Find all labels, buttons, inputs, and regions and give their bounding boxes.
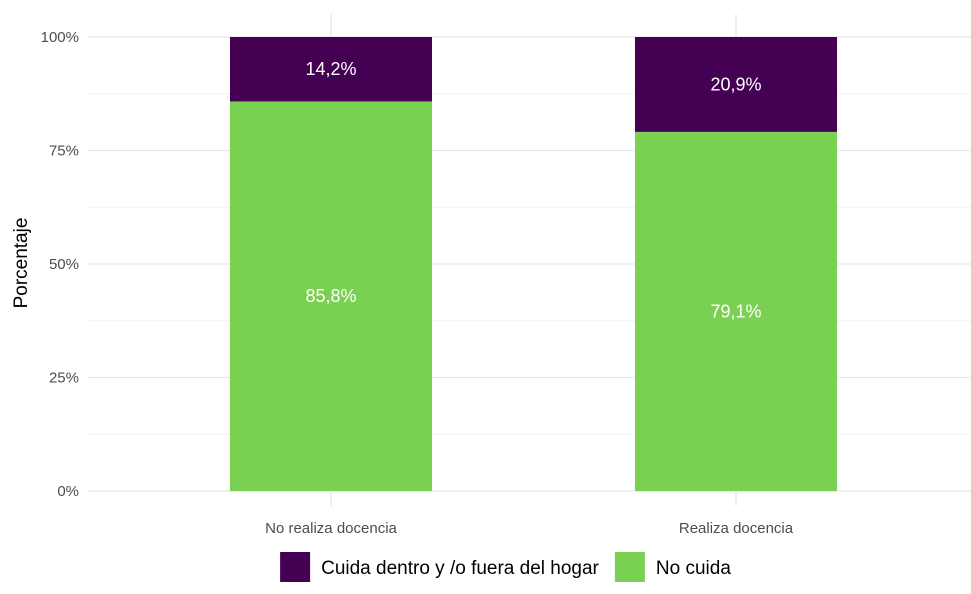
axes: 0% 25% 50% 75% 100% No realiza docencia Realiz… [41, 29, 794, 537]
y-tick-label: 75% [49, 143, 79, 160]
y-axis-title: Porcentaje [11, 218, 32, 309]
legend-swatch [280, 552, 311, 582]
legend-swatch [614, 552, 645, 582]
legend: Cuida dentro y /o fuera del hogar No cuid… [280, 552, 731, 582]
y-tick-label: 50% [49, 256, 79, 273]
y-tick-label: 25% [49, 370, 79, 387]
x-tick-label: No realiza docencia [265, 520, 397, 537]
legend-label: Cuida dentro y /o fuera del hogar [321, 558, 599, 579]
bar-segment [635, 37, 837, 132]
bar-segment [230, 37, 432, 102]
x-tick-label: Realiza docencia [679, 520, 794, 537]
y-tick-label: 0% [57, 483, 79, 500]
bar-segment [635, 131, 837, 492]
data-label: 20,9% [710, 74, 761, 94]
data-label: 85,8% [305, 286, 356, 306]
data-label: 79,1% [710, 301, 761, 321]
grid [88, 14, 971, 506]
bar-segment [230, 101, 432, 491]
value-labels: 85,8% 14,2% 79,1% 20,9% [305, 59, 761, 321]
bars [230, 37, 837, 492]
data-label: 14,2% [305, 59, 356, 79]
y-tick-label: 100% [41, 29, 79, 46]
legend-label: No cuida [656, 558, 731, 579]
